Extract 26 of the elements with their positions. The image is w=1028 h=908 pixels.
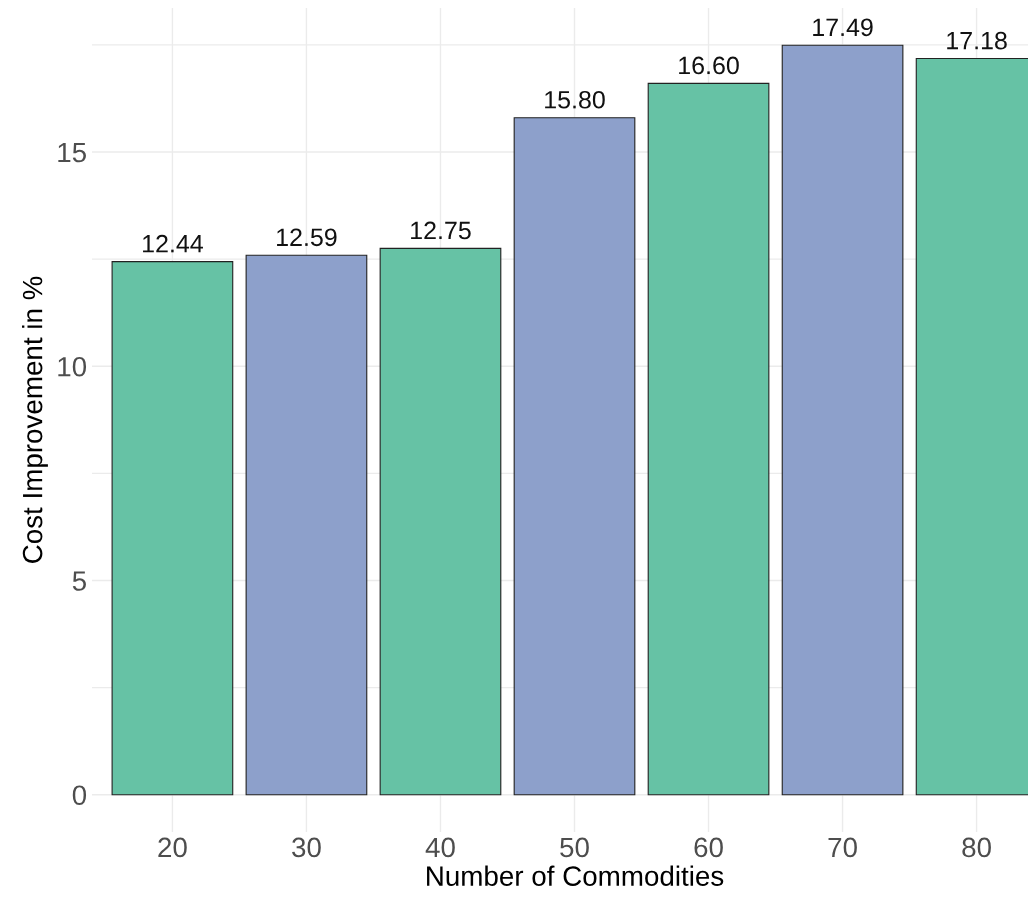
y-axis-title: Cost Improvement in % xyxy=(22,276,48,563)
x-tick-label: 30 xyxy=(292,837,321,858)
x-tick-label: 50 xyxy=(560,837,589,858)
data-label: 12.59 xyxy=(277,228,337,247)
bar xyxy=(111,261,234,796)
x-tick-label: 60 xyxy=(694,837,723,858)
data-label: 17.18 xyxy=(947,31,1007,50)
x-tick-label: 40 xyxy=(425,837,455,858)
data-label: 12.44 xyxy=(143,234,203,253)
bar xyxy=(379,247,502,796)
data-label: 17.49 xyxy=(813,18,873,37)
bar xyxy=(245,254,368,796)
bar xyxy=(781,44,904,796)
x-tick-label: 20 xyxy=(158,837,187,858)
y-tick-label: 0 xyxy=(72,785,87,806)
y-tick-label: 5 xyxy=(72,571,86,591)
bar xyxy=(647,82,770,796)
data-label: 12.75 xyxy=(411,221,471,240)
data-label: 16.60 xyxy=(679,56,739,75)
x-axis-title: Number of Commodities xyxy=(427,865,724,886)
y-tick-label: 15 xyxy=(58,142,86,163)
x-tick-label: 80 xyxy=(962,837,991,858)
data-label: 15.80 xyxy=(545,90,605,109)
y-tick-label: 10 xyxy=(58,356,87,377)
bar xyxy=(513,117,636,796)
x-tick-label: 70 xyxy=(828,837,857,858)
